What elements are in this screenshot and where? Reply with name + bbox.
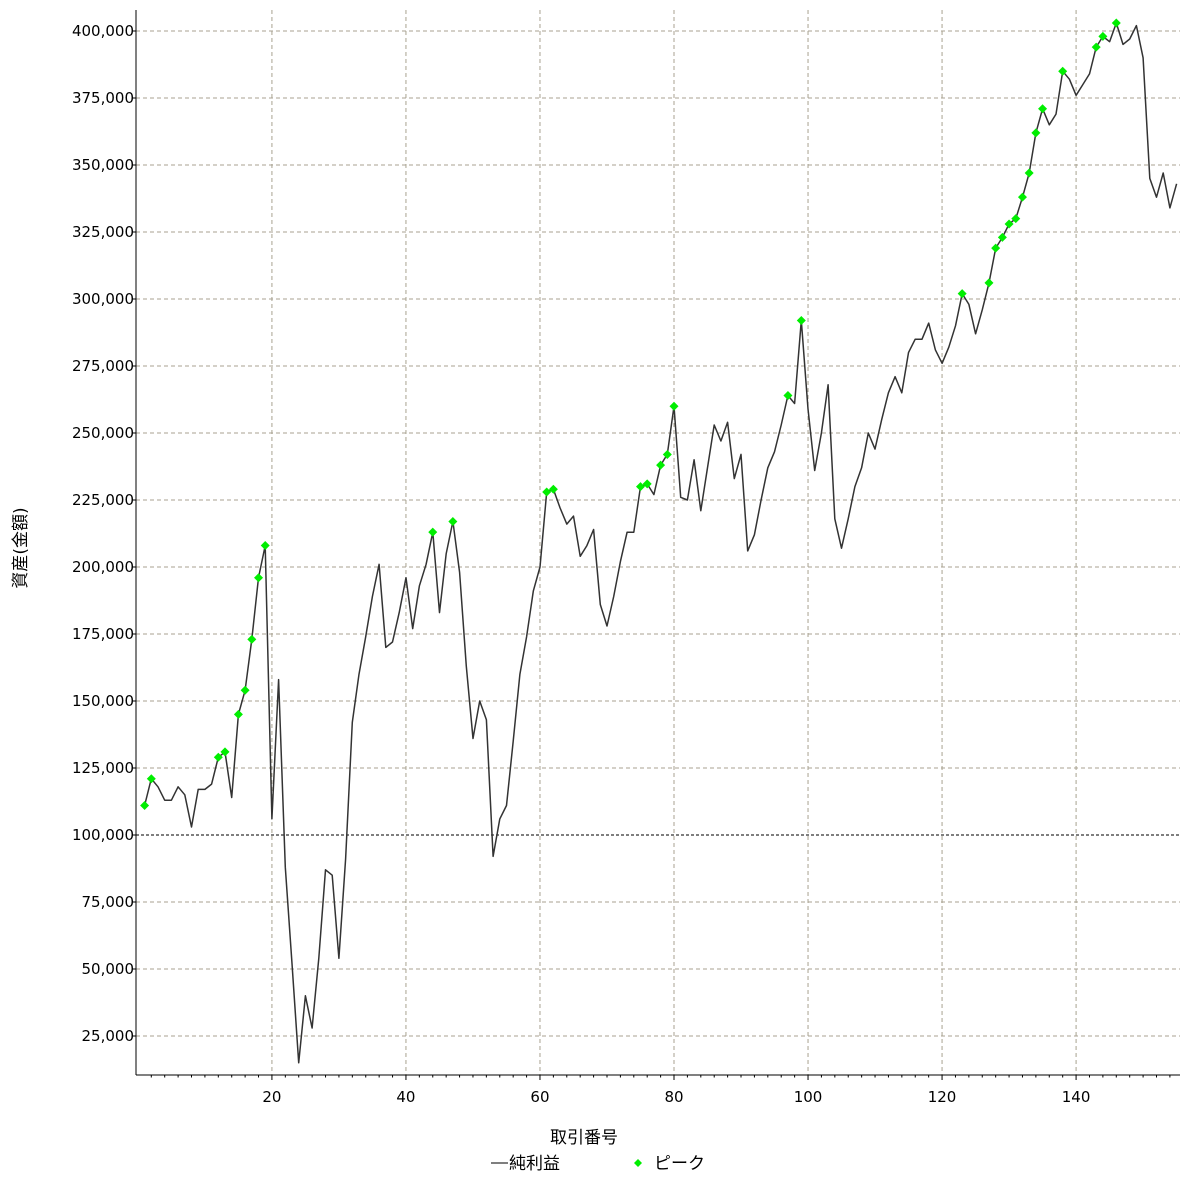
peak-marker — [428, 527, 438, 537]
peak-marker — [140, 801, 150, 811]
y-tick-label: 50,000 — [82, 960, 135, 978]
y-tick-label: 125,000 — [72, 759, 134, 777]
peak-marker — [957, 289, 967, 299]
net-profit-line — [143, 22, 1178, 1064]
y-axis-title: 資産(金額) — [11, 507, 31, 588]
series-group — [143, 22, 1178, 1064]
peak-marker — [233, 709, 243, 719]
peak-marker — [548, 484, 558, 494]
y-tick-label: 75,000 — [82, 893, 135, 911]
y-tick-label: 375,000 — [72, 89, 134, 107]
x-tick-label: 120 — [928, 1088, 957, 1106]
peak-marker — [635, 482, 645, 492]
axes: 25,000 50,000 75,000 100,000 125,000 150,000 1… — [72, 10, 1180, 1106]
y-tick-label: 225,000 — [72, 491, 134, 509]
peak-marker — [991, 243, 1001, 253]
peak-marker — [997, 232, 1007, 242]
peak-marker — [642, 479, 652, 489]
y-tick-label: 350,000 — [72, 156, 134, 174]
peak-marker — [1091, 42, 1101, 52]
y-tick-label: 325,000 — [72, 223, 134, 241]
peak-marker — [220, 747, 230, 757]
y-tick-label: 300,000 — [72, 290, 134, 308]
peak-marker — [1031, 128, 1041, 138]
peak-marker — [1038, 104, 1048, 114]
peak-marker — [783, 390, 793, 400]
peak-marker — [1058, 66, 1068, 76]
peak-marker — [213, 752, 223, 762]
peak-marker — [260, 541, 270, 551]
peak-marker — [1017, 192, 1027, 202]
y-tick-label: 275,000 — [72, 357, 134, 375]
legend: 純利益 ピーク — [491, 1154, 705, 1174]
peak-marker — [146, 774, 156, 784]
peak-marker — [1111, 18, 1121, 28]
legend-label-peak: ピーク — [654, 1154, 705, 1174]
peak-marker — [662, 449, 672, 459]
peak-marker — [984, 278, 994, 288]
peak-marker — [1098, 31, 1108, 41]
peak-markers — [140, 18, 1121, 811]
y-tick-label: 175,000 — [72, 625, 134, 643]
legend-label-net-profit: 純利益 — [509, 1154, 560, 1174]
peak-marker — [448, 516, 458, 526]
x-tick-label: 40 — [396, 1088, 415, 1106]
x-tick-label: 140 — [1062, 1088, 1091, 1106]
y-tick-label: 150,000 — [72, 692, 134, 710]
peak-marker — [240, 685, 250, 695]
x-tick-label: 60 — [530, 1088, 549, 1106]
x-axis-title: 取引番号 — [550, 1128, 618, 1148]
peak-marker — [1004, 219, 1014, 229]
peak-marker — [247, 634, 257, 644]
x-tick-label: 100 — [794, 1088, 823, 1106]
y-tick-label: 25,000 — [82, 1027, 135, 1045]
grid — [136, 10, 1180, 1075]
y-tick-label: 100,000 — [72, 826, 134, 844]
peak-marker — [542, 487, 552, 497]
peak-marker — [254, 573, 264, 583]
peak-marker — [1024, 168, 1034, 178]
x-tick-label: 80 — [664, 1088, 683, 1106]
y-tick-label: 400,000 — [72, 22, 134, 40]
y-tick-label: 200,000 — [72, 558, 134, 576]
peak-marker — [656, 460, 666, 470]
x-tick-label: 20 — [262, 1088, 281, 1106]
peak-marker — [1011, 214, 1021, 224]
peak-marker — [669, 401, 679, 411]
legend-diamond-swatch — [634, 1159, 642, 1167]
y-tick-label: 250,000 — [72, 424, 134, 442]
peak-marker — [796, 315, 806, 325]
